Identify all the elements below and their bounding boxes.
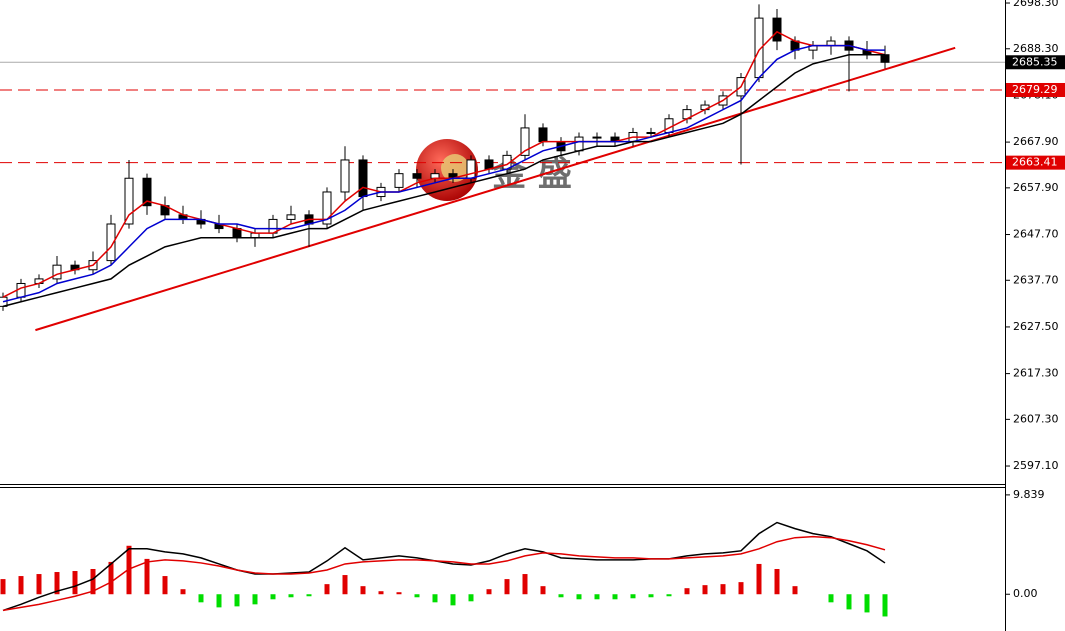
trend-line <box>35 46 956 332</box>
histogram-bar <box>162 576 168 595</box>
histogram-bar <box>558 594 564 598</box>
price-tag-label: 2663.41 <box>1012 156 1058 169</box>
histogram-bar <box>324 584 330 595</box>
candle-body <box>16 282 26 298</box>
y-tick-label: 2647.70 <box>1013 228 1059 241</box>
y-tick-label: 2607.30 <box>1013 412 1059 425</box>
candle-body <box>592 136 602 139</box>
price-tag <box>1006 82 1065 97</box>
histogram-bar <box>684 588 690 595</box>
histogram-bar <box>846 594 852 610</box>
histogram-bar <box>612 594 618 600</box>
candle-body <box>772 17 782 42</box>
histogram-bar <box>126 545 132 595</box>
histogram-bar <box>504 579 510 595</box>
candle-body <box>358 159 368 198</box>
price-tag-label: 2685.35 <box>1012 55 1058 68</box>
histogram-bar <box>828 594 834 603</box>
histogram-bar <box>288 594 294 598</box>
histogram-bar <box>864 594 870 613</box>
candle-body <box>880 54 890 63</box>
price-tag <box>1006 155 1065 170</box>
histogram-bar <box>342 575 348 595</box>
histogram-bar <box>576 594 582 600</box>
candle-body <box>520 127 530 156</box>
histogram-bar <box>774 568 780 595</box>
moving-average <box>2 30 886 298</box>
histogram-bar <box>234 594 240 607</box>
histogram-bar <box>882 594 888 617</box>
y-tick-label: 2627.50 <box>1013 320 1059 333</box>
candle-body <box>574 136 584 152</box>
candle-body <box>106 223 116 262</box>
y-tick-label: 2698.30 <box>1013 0 1059 9</box>
candle-body <box>124 177 134 225</box>
histogram-bar <box>306 594 312 597</box>
histogram-bar <box>738 582 744 595</box>
histogram-bar <box>414 594 420 598</box>
histogram-bar <box>432 594 438 603</box>
histogram-bar <box>54 572 60 595</box>
candle-body <box>322 191 332 225</box>
y-tick-label: 2637.70 <box>1013 273 1059 286</box>
candle-body <box>466 159 476 179</box>
moving-average <box>2 44 885 303</box>
candle-body <box>664 118 674 133</box>
histogram-bar <box>36 574 42 595</box>
macd-line <box>2 521 886 612</box>
y-tick-label: 9.839 <box>1013 488 1045 501</box>
histogram-bar <box>666 594 672 597</box>
histogram-bar <box>522 574 528 595</box>
histogram-bar <box>792 586 798 595</box>
histogram-bar <box>630 594 636 599</box>
histogram-bar <box>18 576 24 595</box>
histogram-bar <box>180 589 186 595</box>
y-tick-label: 2667.90 <box>1013 135 1059 148</box>
price-tag-label: 2679.29 <box>1012 83 1058 96</box>
histogram-bar <box>486 589 492 595</box>
histogram-bar <box>108 561 114 595</box>
histogram-bar <box>198 594 204 603</box>
candle-body <box>538 127 548 143</box>
histogram-bar <box>540 586 546 595</box>
histogram-bar <box>378 591 384 595</box>
histogram-bar <box>702 585 708 595</box>
y-tick-label: 2617.30 <box>1013 367 1059 380</box>
histogram-bar <box>270 594 276 600</box>
y-tick-label: 0.00 <box>1013 587 1038 600</box>
histogram-bar <box>648 594 654 598</box>
histogram-bar <box>756 563 762 595</box>
histogram-bar <box>360 586 366 595</box>
histogram-bar <box>90 568 96 595</box>
y-tick-label: 2657.90 <box>1013 181 1059 194</box>
moving-average <box>2 53 885 308</box>
price-tag <box>1006 55 1065 70</box>
candle-body <box>52 264 62 280</box>
histogram-bar <box>594 594 600 600</box>
histogram-bar <box>396 592 402 595</box>
histogram-bar <box>216 594 222 608</box>
histogram-bar <box>72 571 78 595</box>
histogram-bar <box>252 594 258 605</box>
candle-body <box>142 177 152 207</box>
candle-body <box>412 173 422 179</box>
candle-body <box>646 131 656 134</box>
candle-body <box>340 159 350 193</box>
macd-line <box>2 535 886 612</box>
histogram-bar <box>468 594 474 602</box>
y-tick-label: 2688.30 <box>1013 42 1059 55</box>
logo-coin <box>441 154 469 182</box>
histogram-bar <box>450 594 456 606</box>
y-tick-label: 2597.10 <box>1013 459 1059 472</box>
histogram-bar <box>0 579 6 595</box>
candle-body <box>286 214 296 220</box>
histogram-bar <box>720 584 726 595</box>
candle-body <box>394 173 404 188</box>
histogram-bar <box>144 558 150 595</box>
